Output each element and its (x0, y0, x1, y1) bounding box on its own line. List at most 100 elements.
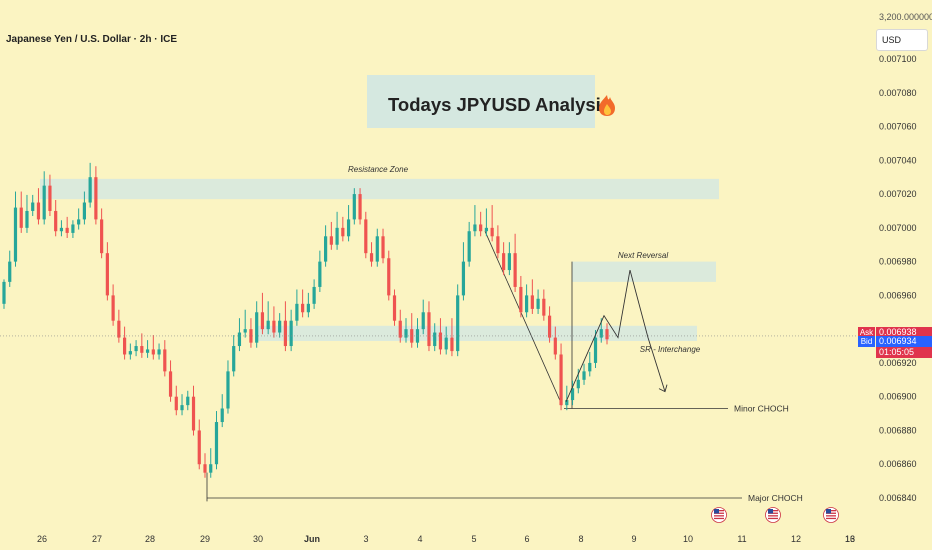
projection-path (565, 269, 666, 402)
candle (151, 335, 155, 360)
candle (346, 205, 351, 242)
candle (278, 313, 282, 338)
x-tick-label: 11 (737, 534, 746, 544)
y-tick-label: 0.006980 (879, 257, 917, 267)
candle (381, 228, 385, 264)
candle (191, 385, 196, 436)
zone-label: Resistance Zone (348, 165, 409, 174)
zone-rect (255, 325, 697, 341)
candle (88, 162, 92, 208)
candle (209, 448, 213, 478)
x-tick-label: 4 (417, 534, 422, 544)
x-tick-label: 8 (578, 534, 583, 544)
candle (496, 225, 500, 259)
candle (255, 301, 259, 348)
candle (13, 191, 18, 267)
y-tick-label: 0.007080 (879, 88, 917, 98)
y-tick-label: 0.006860 (879, 459, 917, 469)
candle (25, 194, 29, 233)
candle (301, 289, 305, 318)
candle (502, 242, 506, 276)
candle (306, 292, 310, 318)
candle (295, 289, 299, 326)
candle (421, 299, 425, 335)
candle (312, 279, 316, 309)
y-tick-label: 0.007060 (879, 122, 917, 132)
candle (100, 208, 104, 259)
candle (542, 289, 546, 321)
candle (272, 306, 276, 338)
candle (553, 326, 557, 360)
candle (289, 309, 293, 352)
candle (174, 385, 178, 416)
candle (54, 199, 58, 237)
candle (59, 220, 64, 237)
flag-icon[interactable] (765, 507, 781, 523)
candle (341, 216, 345, 242)
candle (318, 250, 322, 293)
candle (220, 394, 224, 428)
candle (392, 289, 397, 326)
candle (490, 205, 494, 242)
x-tick-label: 10 (683, 534, 693, 544)
candle (576, 368, 580, 394)
y-tick-label: 0.007020 (879, 189, 917, 199)
candle (65, 216, 69, 238)
candle (19, 191, 23, 233)
candle (123, 326, 127, 360)
y-tick-label: 0.006920 (879, 358, 917, 368)
candle (536, 289, 540, 314)
candle (111, 284, 115, 326)
x-tick-label: Jun (304, 534, 320, 544)
zone-label: Next Reversal (618, 251, 668, 260)
candle (559, 343, 563, 411)
candle (94, 166, 98, 225)
candle (283, 301, 287, 352)
x-tick-label: 9 (631, 534, 636, 544)
candle (525, 284, 529, 318)
candle (456, 284, 460, 357)
candle (427, 301, 431, 352)
trend-line (484, 231, 563, 406)
candle (266, 301, 270, 335)
x-tick-label: 30 (253, 534, 263, 544)
candle (513, 233, 517, 293)
x-tick-label: 16 (845, 534, 855, 544)
candle (324, 225, 328, 267)
candle (593, 329, 598, 368)
candle (226, 360, 230, 414)
y-tick-label: 0.006880 (879, 425, 917, 435)
flag-icon[interactable] (711, 507, 727, 523)
candle (77, 208, 81, 230)
currency-selector[interactable]: USD (876, 29, 928, 51)
candle (232, 335, 236, 377)
chart-title: Todays JPYUSD Analysis (388, 94, 611, 115)
candle (352, 188, 356, 225)
x-tick-label: 29 (200, 534, 210, 544)
candle (237, 318, 242, 352)
candle (260, 292, 265, 335)
candle (461, 242, 466, 301)
candle (547, 306, 552, 343)
candle (387, 250, 391, 301)
y-tick-label: 0.006960 (879, 290, 917, 300)
candle (145, 340, 150, 358)
candle (605, 323, 609, 345)
candle (358, 188, 362, 225)
candle (588, 351, 592, 377)
y-tick-label: 0.007040 (879, 155, 917, 165)
candle (197, 419, 201, 470)
candle (467, 221, 471, 267)
x-tick-label: 5 (471, 534, 476, 544)
x-tick-label: 6 (524, 534, 529, 544)
candle (117, 309, 121, 343)
candle (375, 228, 379, 267)
candle (243, 309, 247, 338)
candle (404, 318, 408, 343)
candle (479, 211, 483, 237)
candle (82, 191, 86, 225)
zone-rect (40, 178, 719, 200)
candle (473, 205, 477, 237)
flag-icon[interactable] (823, 507, 839, 523)
